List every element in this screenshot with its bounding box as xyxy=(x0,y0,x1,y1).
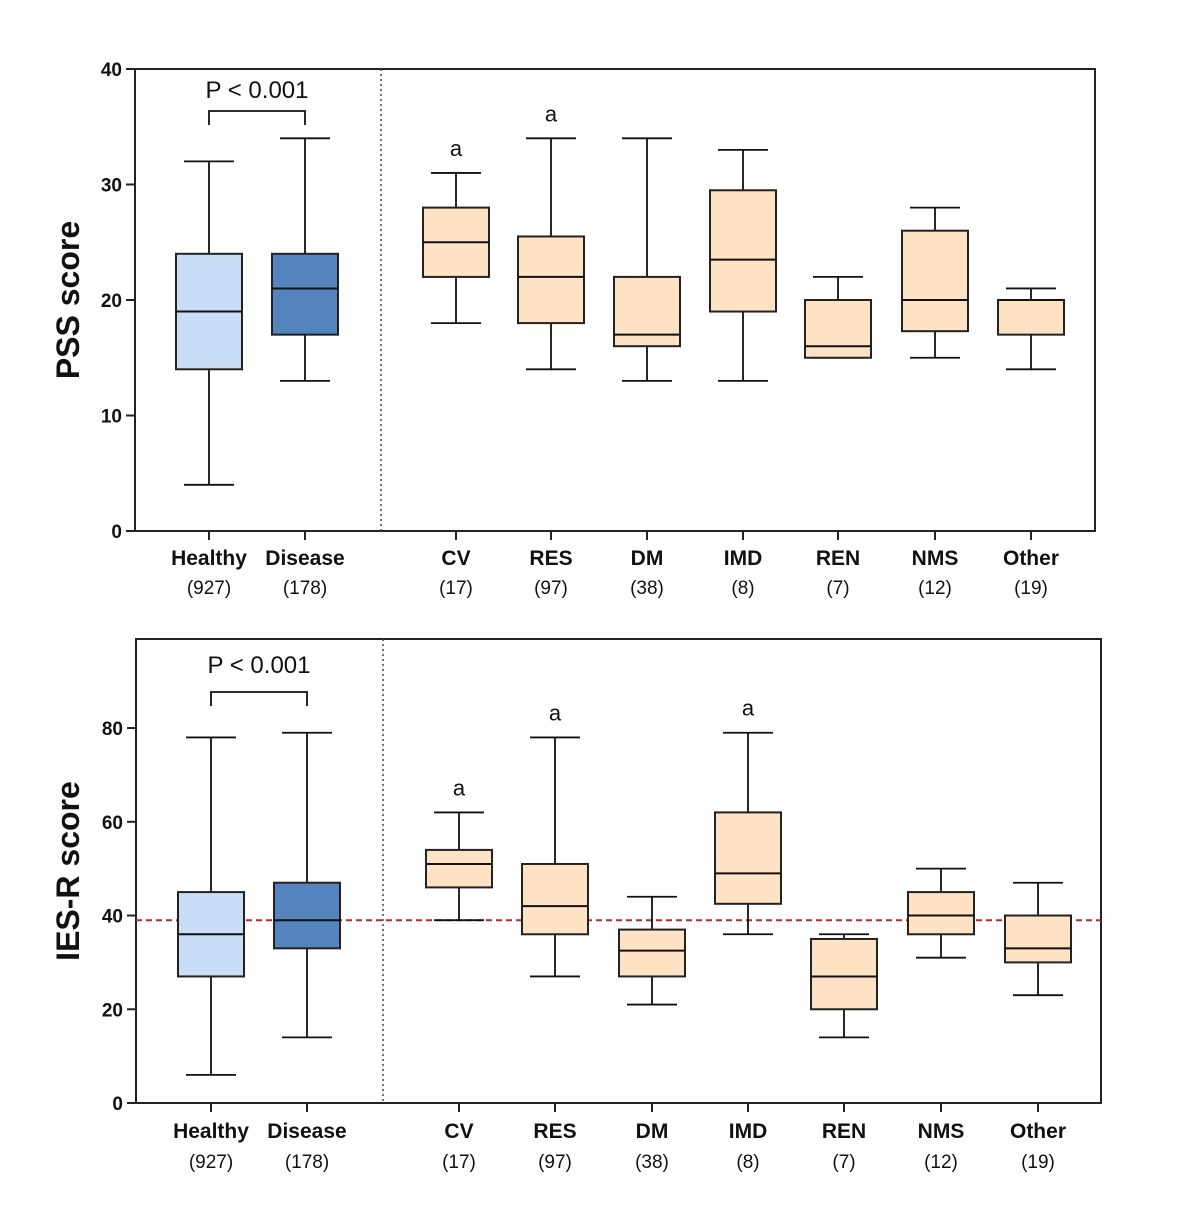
category-label: REN xyxy=(822,1120,866,1143)
significance-mark: a xyxy=(545,101,558,126)
iqr-box xyxy=(804,299,872,359)
category-label: RES xyxy=(529,547,572,570)
significance-mark: a xyxy=(453,775,466,800)
category-label: Healthy xyxy=(171,547,247,570)
iqr-box xyxy=(517,235,585,325)
panel-ies-r: 0 20 40 60 80 IES-R score Healthy (927) Disease (… xyxy=(50,638,1102,1173)
box-dm: DM (38) xyxy=(618,895,686,1173)
category-label: IMD xyxy=(724,547,763,570)
iqr-box xyxy=(425,848,493,889)
iqr-box xyxy=(1004,914,1072,964)
sample-size-label: (12) xyxy=(918,578,952,599)
sample-size-label: (17) xyxy=(442,1152,476,1173)
sample-size-label: (97) xyxy=(534,578,568,599)
box-other: Other (19) xyxy=(997,287,1065,599)
p-value-label: P < 0.001 xyxy=(206,77,309,104)
category-label: Other xyxy=(1003,547,1059,570)
iqr-box xyxy=(907,891,975,936)
box-res: a RES (97) xyxy=(521,700,589,1173)
sample-size-label: (38) xyxy=(630,578,664,599)
y-tick-label: 60 xyxy=(102,813,123,834)
y-tick-label: 10 xyxy=(101,407,122,428)
category-label: CV xyxy=(444,1120,473,1143)
box-nms: NMS (12) xyxy=(907,867,975,1173)
y-axis-label: IES-R score xyxy=(50,781,86,961)
iqr-box xyxy=(271,252,339,336)
box-nms: NMS (12) xyxy=(901,206,969,599)
sample-size-label: (8) xyxy=(731,578,754,599)
box-other: Other (19) xyxy=(1004,881,1072,1173)
iqr-box xyxy=(521,862,589,936)
category-label: Other xyxy=(1010,1120,1066,1143)
y-tick-label: 0 xyxy=(112,1094,123,1115)
sample-size-label: (19) xyxy=(1014,578,1048,599)
sample-size-label: (8) xyxy=(736,1152,759,1173)
y-tick-label: 20 xyxy=(101,291,122,312)
significance-mark: a xyxy=(450,136,463,161)
box-cv: a CV (17) xyxy=(425,775,493,1173)
y-tick-label: 30 xyxy=(101,176,122,197)
sample-size-label: (12) xyxy=(924,1152,958,1173)
sample-size-label: (38) xyxy=(635,1152,669,1173)
sample-size-label: (927) xyxy=(189,1152,233,1173)
sample-size-label: (178) xyxy=(283,578,327,599)
category-label: DM xyxy=(631,547,664,570)
box-ren: REN (7) xyxy=(810,933,878,1173)
panel-pss: 0 10 20 30 40 PSS score Healthy (927) Disease (17… xyxy=(50,60,1096,599)
sample-size-label: (178) xyxy=(285,1152,329,1173)
sample-size-label: (7) xyxy=(826,578,849,599)
plot-frame xyxy=(135,638,1102,1104)
iqr-box xyxy=(613,275,681,348)
category-label: Disease xyxy=(267,1120,346,1143)
iqr-box xyxy=(997,299,1065,336)
sample-size-label: (7) xyxy=(832,1152,855,1173)
y-tick-label: 20 xyxy=(102,1000,123,1021)
box-imd: a IMD (8) xyxy=(714,696,782,1173)
category-label: DM xyxy=(636,1120,669,1143)
category-label: IMD xyxy=(729,1120,768,1143)
category-label: REN xyxy=(816,547,860,570)
y-tick-label: 40 xyxy=(102,907,123,928)
iqr-box xyxy=(709,189,777,313)
box-dm: DM (38) xyxy=(613,137,681,599)
y-axis-label: PSS score xyxy=(50,221,86,379)
category-label: Disease xyxy=(265,547,344,570)
box-cv: a CV (17) xyxy=(422,136,490,599)
box-disease: Disease (178) xyxy=(267,731,347,1173)
iqr-box xyxy=(273,881,341,950)
box-healthy: Healthy (927) xyxy=(173,736,249,1173)
y-tick-label: 40 xyxy=(101,60,122,81)
significance-mark: a xyxy=(549,700,562,725)
box-imd: IMD (8) xyxy=(709,148,777,599)
box-healthy: Healthy (927) xyxy=(171,160,247,599)
category-label: CV xyxy=(441,547,470,570)
box-disease: Disease (178) xyxy=(265,137,345,599)
iqr-box xyxy=(810,937,878,1011)
iqr-box xyxy=(714,811,782,905)
sample-size-label: (927) xyxy=(187,578,231,599)
significance-mark: a xyxy=(742,696,755,721)
sample-size-label: (19) xyxy=(1021,1152,1055,1173)
category-label: RES xyxy=(533,1120,576,1143)
comparison-bracket xyxy=(208,110,306,125)
y-tick-label: 80 xyxy=(102,719,123,740)
p-value-label: P < 0.001 xyxy=(208,652,311,679)
iqr-box xyxy=(618,928,686,978)
category-label: NMS xyxy=(918,1120,965,1143)
y-tick-label: 0 xyxy=(111,522,122,543)
box-ren: REN (7) xyxy=(804,275,872,599)
category-label: Healthy xyxy=(173,1120,249,1143)
sample-size-label: (97) xyxy=(538,1152,572,1173)
iqr-box xyxy=(901,229,969,333)
sample-size-label: (17) xyxy=(439,578,473,599)
box-res: a RES (97) xyxy=(517,101,585,599)
comparison-bracket xyxy=(210,691,308,706)
category-label: NMS xyxy=(912,547,959,570)
